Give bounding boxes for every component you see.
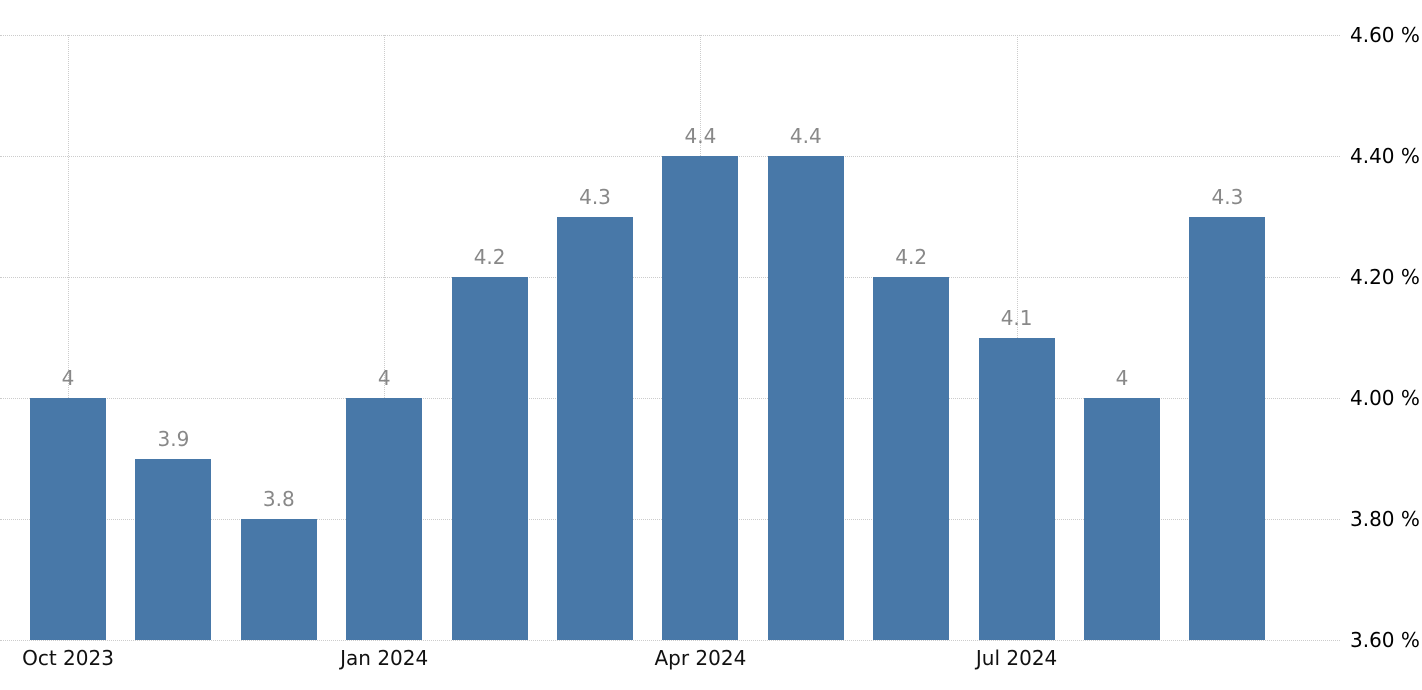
- bar-value-label: 4.4: [684, 124, 717, 148]
- gridline-v: [68, 35, 69, 640]
- bar-value-label: 4: [61, 366, 75, 390]
- y-tick-label: 4.60 %: [1350, 23, 1420, 47]
- bar-value-label: 4.4: [789, 124, 822, 148]
- y-tick-label: 4.40 %: [1350, 144, 1420, 168]
- x-tick-label: Apr 2024: [654, 646, 747, 670]
- bar: [30, 398, 106, 640]
- bar-value-label: 4.3: [1211, 184, 1244, 209]
- bar: [978, 337, 1055, 640]
- x-tick-label: Jul 2024: [975, 646, 1058, 670]
- y-tick-label: 4.20 %: [1350, 265, 1420, 289]
- bar-value-label: 4: [1115, 366, 1129, 390]
- bar-value-label: 3.9: [157, 426, 190, 451]
- bar: [873, 277, 950, 640]
- bar: [451, 277, 528, 640]
- bar: [240, 519, 317, 640]
- bar: [1084, 398, 1160, 640]
- bar-value-label: 4.3: [579, 184, 611, 209]
- gridline-h: [0, 35, 1340, 36]
- gridline-h: [0, 640, 1340, 641]
- x-axis: Oct 2023 Jan 2024 Apr 2024 Jul 2024: [0, 640, 1340, 680]
- bar-value-label: 4.2: [895, 245, 928, 269]
- x-tick-label: Oct 2023: [22, 646, 114, 670]
- bar: [557, 216, 633, 640]
- bar: [135, 458, 212, 640]
- bar-value-label: 4.1: [1000, 305, 1033, 330]
- y-tick-label: 3.80 %: [1350, 507, 1420, 531]
- gridline-v: [384, 35, 386, 640]
- bar: [1189, 216, 1266, 640]
- y-tick-label: 3.60 %: [1350, 628, 1420, 652]
- y-axis: 4.60 % 4.40 % 4.20 % 4.00 % 3.80 % 3.60 %: [1340, 23, 1422, 652]
- bar: [346, 398, 423, 640]
- bar-value-label: 3.8: [262, 487, 295, 511]
- plot-area: 4 3.9 3.8 4 4.2 4.3 4.4 4.4 4.2 4.1 4 4.3: [0, 35, 1340, 641]
- bar: [662, 156, 739, 640]
- bar-value-label: 4: [377, 366, 391, 390]
- bar-value-label: 4.2: [473, 245, 506, 269]
- y-tick-label: 4.00 %: [1350, 386, 1420, 410]
- x-tick-label: Jan 2024: [340, 646, 429, 670]
- bar: [767, 156, 844, 640]
